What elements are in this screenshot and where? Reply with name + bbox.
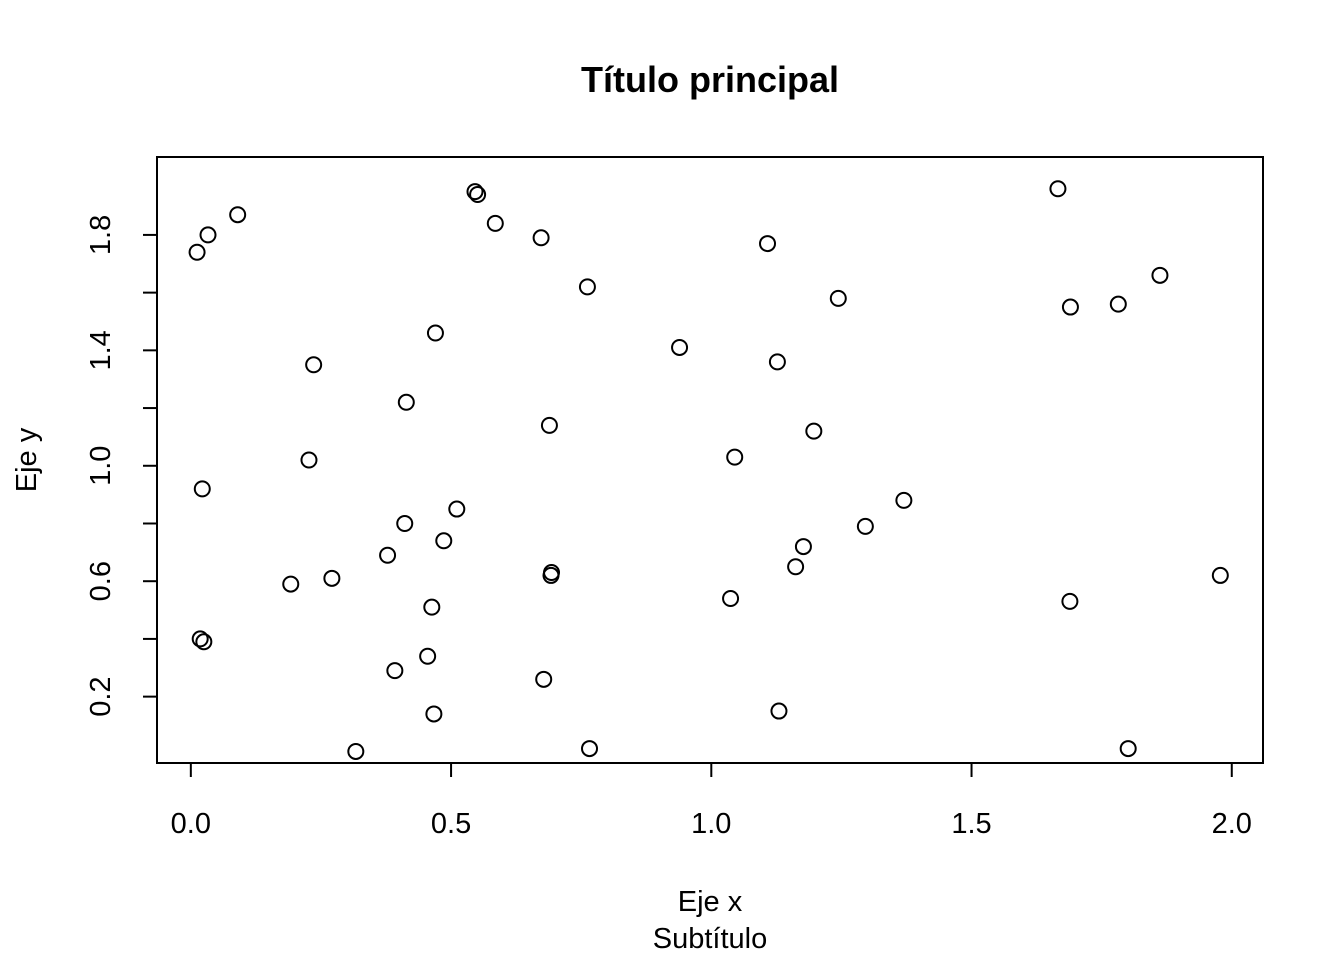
data-point (1119, 740, 1137, 758)
data-point (435, 532, 453, 550)
data-point (282, 575, 300, 593)
data-point (323, 569, 341, 587)
data-point (448, 500, 466, 518)
data-point (396, 514, 414, 532)
data-point (532, 229, 550, 247)
x-tick-label: 2.0 (1212, 808, 1252, 840)
data-point (193, 480, 211, 498)
data-point (895, 491, 913, 509)
data-point (423, 598, 441, 616)
data-point (347, 742, 365, 760)
data-point (300, 451, 318, 469)
data-point (805, 422, 823, 440)
data-point (188, 243, 206, 261)
x-axis: 0.0 0.5 1.0 1.5 2.0 (171, 762, 1252, 840)
data-point (386, 662, 404, 680)
data-point (425, 705, 443, 723)
data-point (581, 740, 599, 758)
data-point (759, 235, 777, 253)
data-point (1109, 295, 1127, 313)
y-tick-label: 1.0 (85, 446, 117, 486)
data-point (195, 633, 213, 651)
data-point (229, 206, 247, 224)
data-points (188, 180, 1229, 760)
data-point (671, 338, 689, 356)
data-point (535, 670, 553, 688)
y-tick-label: 1.8 (85, 215, 117, 255)
data-point (397, 393, 415, 411)
data-point (1049, 180, 1067, 198)
data-point (305, 356, 323, 374)
y-axis: 0.2 0.6 1.0 1.4 1.8 (85, 215, 158, 717)
data-point (199, 226, 217, 244)
data-point (726, 448, 744, 466)
data-point (469, 186, 487, 204)
x-tick-label: 1.0 (691, 808, 731, 840)
chart-title: Título principal (581, 59, 839, 100)
data-point (379, 546, 397, 564)
data-point (191, 630, 209, 648)
x-tick-label: 1.5 (951, 808, 991, 840)
x-tick-label: 0.5 (431, 808, 471, 840)
y-tick-label: 0.6 (85, 561, 117, 601)
data-point (486, 214, 504, 232)
data-point (419, 647, 437, 665)
data-point (540, 416, 558, 434)
data-point (578, 278, 596, 296)
data-point (543, 564, 561, 582)
plot-frame (156, 156, 1264, 764)
data-point (770, 702, 788, 720)
data-point (1061, 298, 1079, 316)
data-point (466, 183, 484, 201)
data-point (426, 324, 444, 342)
y-axis-label: Eje y (11, 427, 43, 492)
data-point (1061, 592, 1079, 610)
data-point (722, 590, 740, 608)
data-point (794, 538, 812, 556)
y-tick-label: 1.4 (85, 330, 117, 370)
data-point (1151, 266, 1169, 284)
x-tick-label: 0.0 (171, 808, 211, 840)
data-point (787, 558, 805, 576)
x-axis-label: Eje x (678, 886, 743, 918)
data-point (1211, 566, 1229, 584)
data-point (829, 289, 847, 307)
y-tick-label: 0.2 (85, 676, 117, 716)
chart-subtitle: Subtítulo (653, 923, 767, 955)
data-point (768, 353, 786, 371)
data-point (856, 517, 874, 535)
